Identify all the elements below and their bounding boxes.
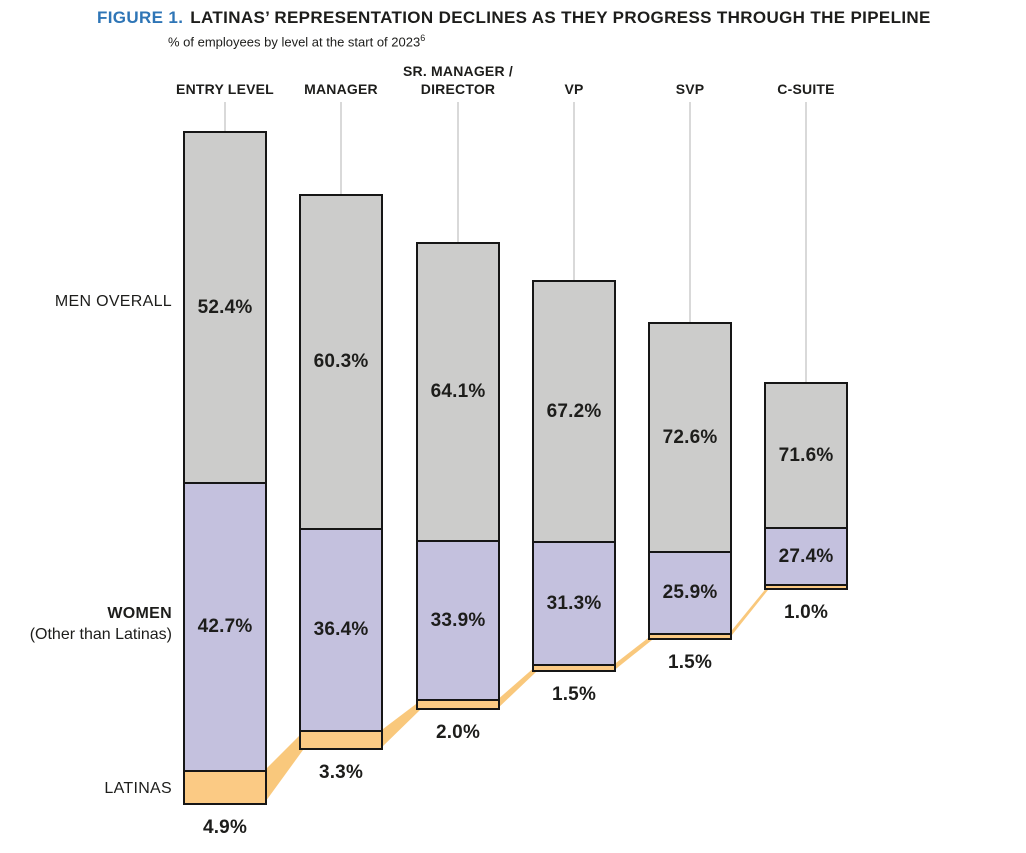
row-label-women-line2: (Other than Latinas): [29, 626, 172, 643]
latinas-ribbon-3: [496, 666, 536, 710]
segment-latinas-sr-manager-director: [418, 699, 498, 708]
segment-men-overall-entry-level: 52.4%: [185, 133, 265, 482]
row-label-women-line1: WOMEN: [107, 605, 172, 622]
value-label-latinas-c-suite: 1.0%: [783, 602, 829, 623]
leader-line-c-suite: [805, 102, 807, 382]
segment-men-overall-vp: 67.2%: [534, 282, 614, 541]
figure-subtitle: % of employees by level at the start of …: [168, 33, 425, 49]
leader-line-svp: [689, 102, 691, 322]
value-label-men-c-suite: 71.6%: [778, 444, 834, 466]
leader-line-vp: [573, 102, 575, 280]
leader-line-sr-manager-director: [457, 102, 459, 242]
bar-entry-level: 52.4% 42.7%: [183, 131, 267, 805]
leader-line-entry-level: [224, 102, 226, 131]
value-label-latinas-sr-manager-director: 2.0%: [435, 722, 481, 743]
value-label-women-sr-manager-director: 33.9%: [430, 609, 486, 631]
latinas-ribbon-4: [612, 635, 652, 672]
segment-latinas-vp: [534, 664, 614, 670]
bar-manager: 60.3% 36.4%: [299, 194, 383, 750]
figure-title: FIGURE 1. LATINAS’ REPRESENTATION DECLINE…: [97, 8, 931, 28]
leader-line-manager: [340, 102, 342, 194]
value-label-women-manager: 36.4%: [313, 619, 369, 640]
value-label-women-vp: 31.3%: [546, 592, 602, 614]
column-header-sr-manager-director: SR. MANAGER / DIRECTOR: [403, 63, 513, 97]
column-header-manager: MANAGER: [304, 81, 378, 97]
segment-latinas-manager: [301, 730, 381, 748]
value-label-men-sr-manager-director: 64.1%: [430, 381, 486, 402]
value-label-men-svp: 72.6%: [662, 426, 718, 448]
segment-latinas-entry-level: [185, 770, 265, 803]
column-header-vp: VP: [564, 81, 584, 97]
bar-vp: 67.2% 31.3%: [532, 280, 616, 672]
bar-sr-manager-director: 64.1% 33.9%: [416, 242, 500, 710]
value-label-latinas-svp: 1.5%: [667, 652, 713, 673]
segment-women-manager: 36.4%: [301, 528, 381, 730]
segment-women-sr-manager-director: 33.9%: [418, 540, 498, 699]
segment-women-c-suite: 27.4%: [766, 527, 846, 584]
latinas-ribbon-1: [263, 732, 303, 805]
value-label-latinas-vp: 1.5%: [551, 684, 597, 705]
bar-svp: 72.6% 25.9%: [648, 322, 732, 640]
segment-latinas-c-suite: [766, 584, 846, 588]
value-label-latinas-manager: 3.3%: [318, 762, 364, 783]
figure-title-text: LATINAS’ REPRESENTATION DECLINES AS THEY…: [190, 8, 931, 27]
figure-subtitle-text: % of employees by level at the start of …: [168, 34, 421, 50]
footnote-marker: 6: [420, 33, 426, 43]
segment-women-svp: 25.9%: [650, 551, 730, 633]
value-label-men-manager: 60.3%: [313, 351, 369, 372]
value-label-latinas-entry-level: 4.9%: [202, 817, 248, 838]
latinas-ribbon-2: [379, 701, 420, 750]
value-label-women-entry-level: 42.7%: [197, 616, 253, 637]
segment-men-overall-c-suite: 71.6%: [766, 384, 846, 527]
value-label-men-vp: 67.2%: [546, 400, 602, 422]
column-header-svp: SVP: [675, 81, 705, 97]
latinas-ribbon-5: [728, 586, 768, 640]
column-header-entry-level: ENTRY LEVEL: [176, 81, 274, 97]
value-label-men-entry-level: 52.4%: [197, 296, 253, 318]
bar-c-suite: 71.6% 27.4%: [764, 382, 848, 590]
row-label-women: WOMEN (Other than Latinas): [0, 603, 172, 645]
row-label-men-overall: MEN OVERALL: [54, 293, 172, 310]
segment-latinas-svp: [650, 633, 730, 638]
figure-number-label: FIGURE 1.: [97, 8, 184, 27]
segment-men-overall-manager: 60.3%: [301, 196, 381, 528]
segment-men-overall-sr-manager-director: 64.1%: [418, 244, 498, 540]
segment-women-entry-level: 42.7%: [185, 482, 265, 770]
segment-women-vp: 31.3%: [534, 541, 614, 664]
column-header-c-suite: C-SUITE: [777, 81, 835, 97]
row-label-latinas: LATINAS: [104, 780, 172, 797]
value-label-women-svp: 25.9%: [662, 582, 718, 603]
value-label-women-c-suite: 27.4%: [778, 545, 834, 567]
segment-men-overall-svp: 72.6%: [650, 324, 730, 551]
